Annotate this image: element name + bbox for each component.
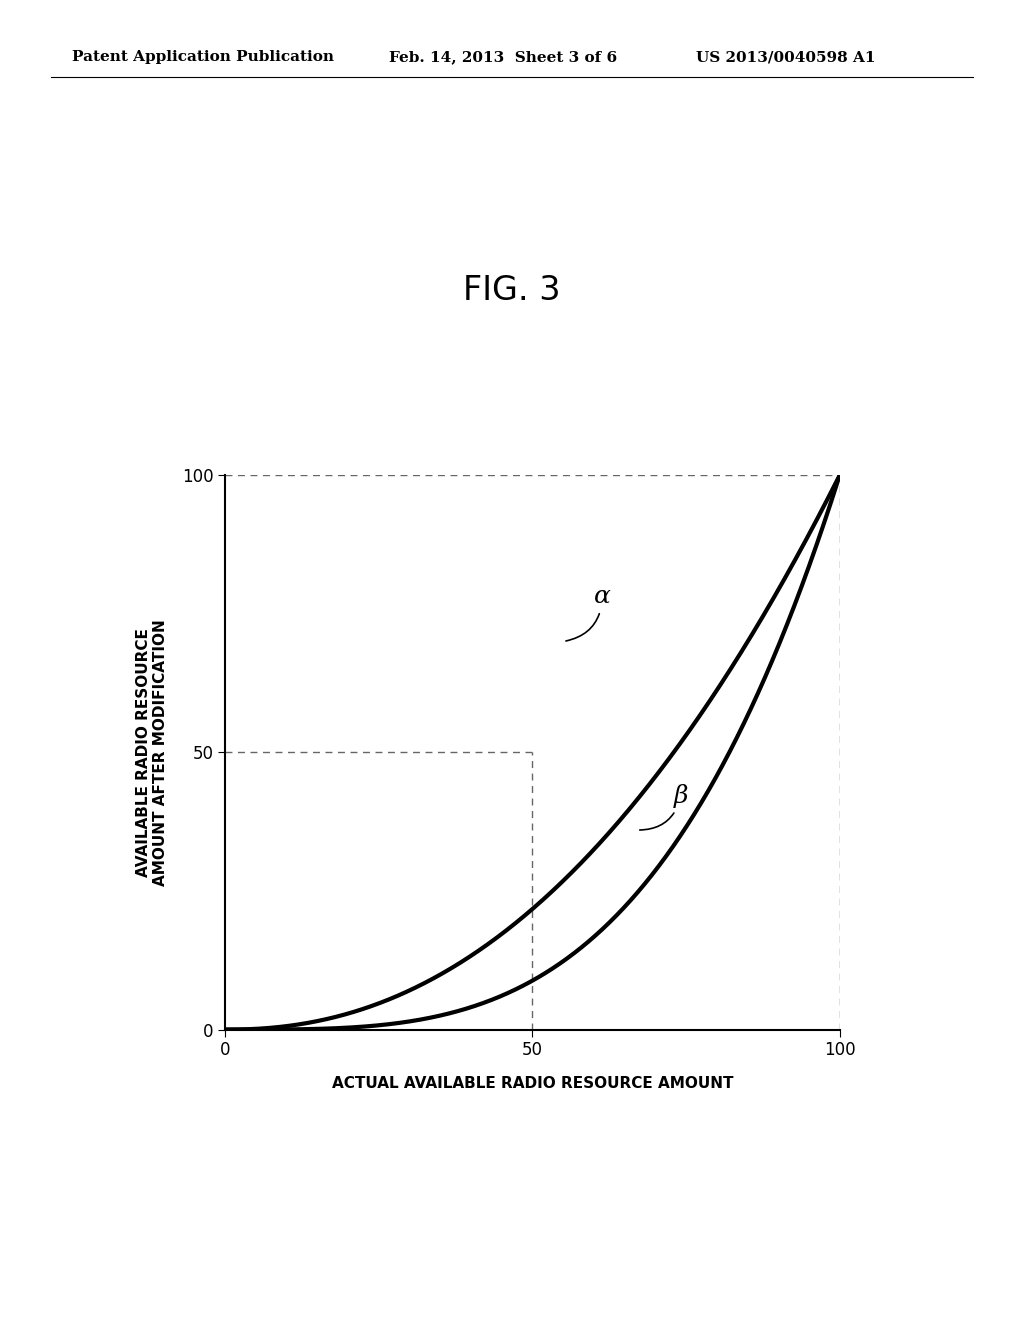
Text: FIG. 3: FIG. 3 (463, 273, 561, 306)
Text: α: α (566, 585, 610, 642)
Text: Patent Application Publication: Patent Application Publication (72, 50, 334, 65)
Text: β: β (640, 784, 688, 830)
Text: US 2013/0040598 A1: US 2013/0040598 A1 (696, 50, 876, 65)
X-axis label: ACTUAL AVAILABLE RADIO RESOURCE AMOUNT: ACTUAL AVAILABLE RADIO RESOURCE AMOUNT (332, 1076, 733, 1092)
Y-axis label: AVAILABLE RADIO RESOURCE
AMOUNT AFTER MODIFICATION: AVAILABLE RADIO RESOURCE AMOUNT AFTER MO… (135, 619, 168, 886)
Text: Feb. 14, 2013  Sheet 3 of 6: Feb. 14, 2013 Sheet 3 of 6 (389, 50, 617, 65)
